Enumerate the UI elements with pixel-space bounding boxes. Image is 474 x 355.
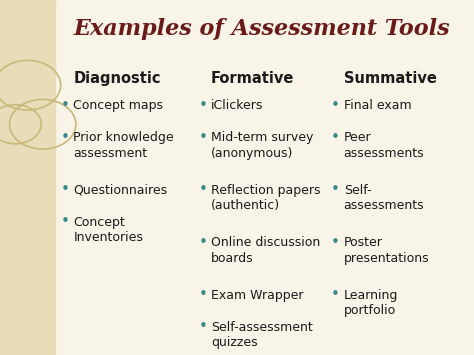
Text: Questionnaires: Questionnaires [73, 184, 168, 197]
Bar [0, 0, 55, 355]
Text: Mid-term survey
(anonymous): Mid-term survey (anonymous) [211, 131, 313, 160]
Text: Exam Wrapper: Exam Wrapper [211, 289, 303, 302]
Text: Poster
presentations: Poster presentations [344, 236, 429, 265]
Text: iClickers: iClickers [211, 99, 263, 113]
Text: •: • [331, 130, 340, 144]
Text: •: • [61, 182, 70, 197]
Text: Learning
portfolio: Learning portfolio [344, 289, 398, 317]
Text: •: • [198, 98, 207, 113]
Text: Diagnostic: Diagnostic [73, 71, 161, 86]
Text: Summative: Summative [344, 71, 437, 86]
Text: •: • [331, 235, 340, 250]
Text: •: • [61, 130, 70, 144]
Text: Self-assessment
quizzes: Self-assessment quizzes [211, 321, 313, 349]
Text: •: • [198, 130, 207, 144]
Text: Prior knowledge
assessment: Prior knowledge assessment [73, 131, 174, 160]
Text: •: • [198, 319, 207, 334]
Text: •: • [198, 235, 207, 250]
Text: •: • [331, 287, 340, 302]
Text: •: • [198, 182, 207, 197]
Text: Examples of Assessment Tools: Examples of Assessment Tools [73, 18, 450, 40]
Text: •: • [331, 182, 340, 197]
Text: Final exam: Final exam [344, 99, 411, 113]
Text: Concept
Inventories: Concept Inventories [73, 216, 143, 244]
Text: Reflection papers
(authentic): Reflection papers (authentic) [211, 184, 320, 212]
Text: •: • [331, 98, 340, 113]
Text: •: • [198, 287, 207, 302]
Text: •: • [61, 214, 70, 229]
Text: Online discussion
boards: Online discussion boards [211, 236, 320, 265]
Text: Concept maps: Concept maps [73, 99, 164, 113]
Text: •: • [61, 98, 70, 113]
Text: Formative: Formative [211, 71, 294, 86]
Text: Peer
assessments: Peer assessments [344, 131, 424, 160]
Text: Self-
assessments: Self- assessments [344, 184, 424, 212]
